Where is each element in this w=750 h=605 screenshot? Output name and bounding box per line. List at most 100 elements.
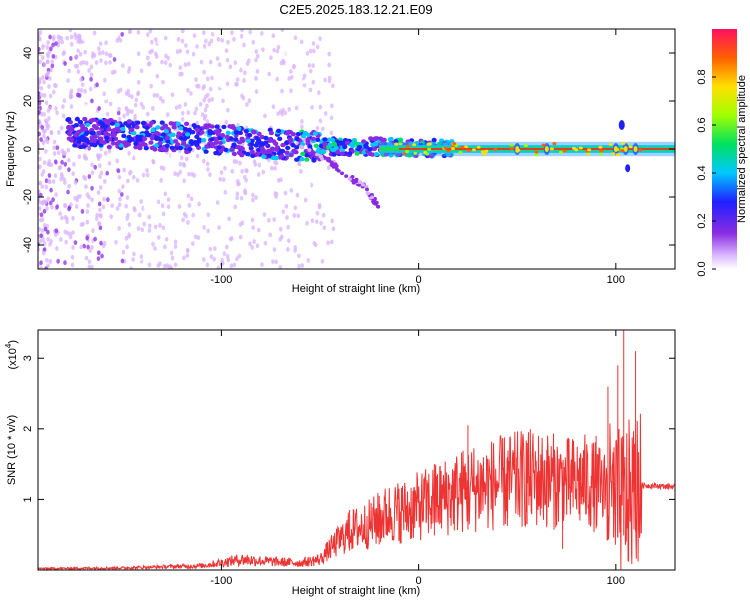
- branch-blob: [347, 177, 352, 181]
- band-blob: [534, 153, 539, 157]
- y-tick-label: -40: [22, 237, 34, 253]
- noise-blob: [86, 244, 90, 250]
- noise-blob: [273, 159, 277, 165]
- noise-blob: [181, 161, 186, 167]
- noise-blob: [257, 162, 262, 168]
- noise-blob: [47, 116, 51, 121]
- noise-blob: [38, 131, 41, 137]
- noise-blob: [297, 161, 302, 167]
- noise-blob: [124, 106, 129, 111]
- noise-blob: [115, 38, 120, 43]
- noise-blob: [239, 33, 244, 39]
- ridge-blob: [338, 141, 345, 146]
- ridge-blob: [182, 127, 189, 132]
- ridge-blob: [273, 147, 280, 152]
- noise-blob: [53, 173, 58, 179]
- steady-band-core: [398, 148, 675, 150]
- noise-blob: [54, 192, 58, 198]
- ridge-blob: [223, 147, 229, 153]
- noise-blob: [156, 199, 161, 205]
- noise-blob: [267, 217, 271, 223]
- noise-blob: [129, 266, 133, 269]
- ridge-blob: [91, 123, 98, 129]
- ridge-blob: [144, 125, 150, 131]
- noise-blob: [97, 46, 101, 52]
- noise-blob: [157, 40, 161, 46]
- noise-blob: [102, 240, 107, 246]
- ridge-blob: [239, 146, 245, 151]
- band-blob: [458, 150, 463, 154]
- noise-blob: [318, 104, 323, 110]
- ridge-blob: [371, 146, 378, 152]
- noise-blob: [242, 78, 246, 83]
- noise-blob: [163, 60, 168, 66]
- noise-blob: [136, 91, 140, 97]
- noise-blob: [238, 222, 243, 227]
- noise-blob: [213, 234, 218, 239]
- noise-blob: [327, 75, 332, 81]
- noise-blob: [306, 172, 311, 178]
- noise-blob: [120, 258, 125, 264]
- noise-blob: [315, 219, 319, 224]
- noise-blob: [230, 259, 235, 265]
- branch-blob: [334, 167, 339, 172]
- noise-blob: [209, 254, 214, 260]
- noise-blob: [136, 226, 141, 231]
- noise-blob: [49, 46, 53, 52]
- band-blob: [541, 143, 546, 147]
- spectrogram-panel: -100 0 100 -40 -20 0 20 40 Height of straight l…: [5, 28, 676, 295]
- snr-multiplier-close: ): [7, 340, 19, 344]
- noise-blob: [227, 180, 231, 186]
- noise-blob: [116, 168, 121, 174]
- noise-blob: [263, 240, 268, 246]
- noise-blob: [133, 102, 138, 108]
- ridge-blob: [148, 140, 154, 145]
- noise-blob: [315, 125, 320, 131]
- noise-blob: [118, 196, 122, 202]
- noise-blob: [268, 187, 273, 193]
- snr-multiplier-base: (x10: [7, 348, 19, 369]
- ridge-blob: [312, 131, 319, 136]
- noise-blob: [173, 262, 178, 268]
- noise-blob: [55, 145, 60, 151]
- spectrogram-ticks: -100 0 100 -40 -20 0 20 40: [22, 29, 675, 286]
- noise-blob: [57, 35, 62, 40]
- noise-blob: [63, 150, 67, 156]
- noise-blob: [321, 126, 325, 132]
- ridge-blob: [73, 122, 80, 128]
- noise-blob: [42, 62, 47, 68]
- noise-blob: [235, 77, 240, 82]
- noise-blob: [53, 232, 58, 238]
- noise-blob: [73, 240, 78, 246]
- noise-blob: [66, 147, 71, 153]
- snr-y-label: SNR (10 * v/v): [6, 415, 18, 485]
- noise-blob: [147, 214, 152, 220]
- band-blob: [534, 150, 539, 154]
- noise-blob: [38, 32, 41, 38]
- ridge-blob: [302, 131, 308, 136]
- noise-blob: [79, 222, 84, 228]
- branch-blob: [326, 158, 331, 163]
- ridge-blob: [372, 137, 378, 142]
- noise-blob: [197, 201, 201, 207]
- noise-blob: [139, 254, 144, 260]
- noise-blob: [49, 239, 53, 244]
- noise-blob: [79, 87, 84, 93]
- noise-blob: [180, 29, 185, 34]
- noise-blob: [43, 128, 47, 134]
- band-blob: [615, 153, 620, 157]
- noise-blob: [216, 265, 221, 269]
- noise-blob: [80, 209, 85, 214]
- ridge-blob: [356, 145, 363, 150]
- noise-blob: [238, 234, 243, 240]
- noise-blob: [299, 169, 303, 174]
- noise-blob: [156, 235, 161, 240]
- noise-blob: [207, 97, 211, 103]
- noise-blob: [106, 197, 110, 203]
- noise-blob: [65, 219, 69, 225]
- band-blob: [628, 145, 633, 149]
- noise-blob: [242, 42, 246, 48]
- ridge-blob: [229, 147, 235, 152]
- noise-blob: [243, 70, 247, 76]
- noise-blob: [59, 237, 63, 242]
